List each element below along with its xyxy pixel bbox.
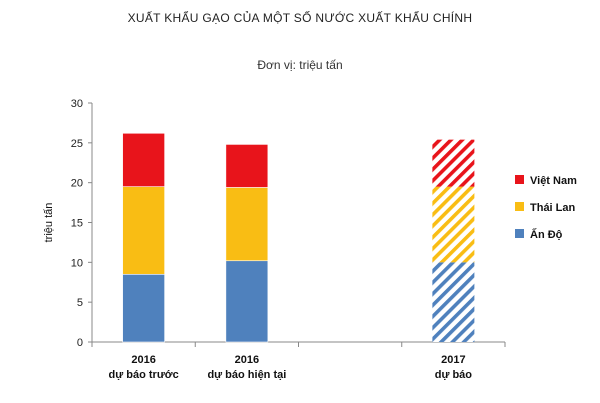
legend-label: Ấn Độ [530, 228, 563, 241]
bar-segment [432, 262, 475, 342]
y-tick-label: 30 [71, 98, 83, 110]
x-tick-label: 2017 [441, 354, 465, 366]
bar-segment [122, 273, 165, 343]
y-tick-label: 15 [71, 218, 83, 230]
y-axis-label: triệu tấn [43, 203, 55, 243]
legend-label: Thái Lan [530, 202, 576, 214]
bar-segment [122, 132, 165, 187]
y-tick-label: 0 [77, 337, 83, 349]
bar-segment [432, 186, 475, 263]
bar-segment [432, 139, 475, 187]
y-tick-label: 5 [77, 297, 83, 309]
y-tick-label: 10 [71, 257, 83, 269]
chart-title: XUẤT KHẨU GẠO CỦA MỘT SỐ NƯỚC XUẤT KHẨU … [127, 11, 473, 25]
y-tick-label: 20 [71, 178, 83, 190]
legend-swatch [515, 175, 524, 184]
bar-segment [225, 187, 269, 262]
x-tick-label-sub: dự báo trước [109, 369, 179, 381]
legend-swatch [515, 202, 524, 211]
bar-segment [225, 144, 269, 188]
legend-swatch [515, 229, 524, 238]
bar-segment [225, 260, 269, 343]
chart-subtitle: Đơn vị: triệu tấn [257, 58, 343, 72]
bar-segment [122, 186, 165, 275]
y-tick-label: 25 [71, 138, 83, 150]
legend-label: Việt Nam [530, 175, 577, 187]
x-tick-label: 2016 [235, 354, 259, 366]
x-tick-label-sub: dự báo [435, 369, 473, 381]
x-tick-label-sub: dự báo hiện tại [207, 369, 286, 381]
x-tick-label: 2016 [131, 354, 155, 366]
